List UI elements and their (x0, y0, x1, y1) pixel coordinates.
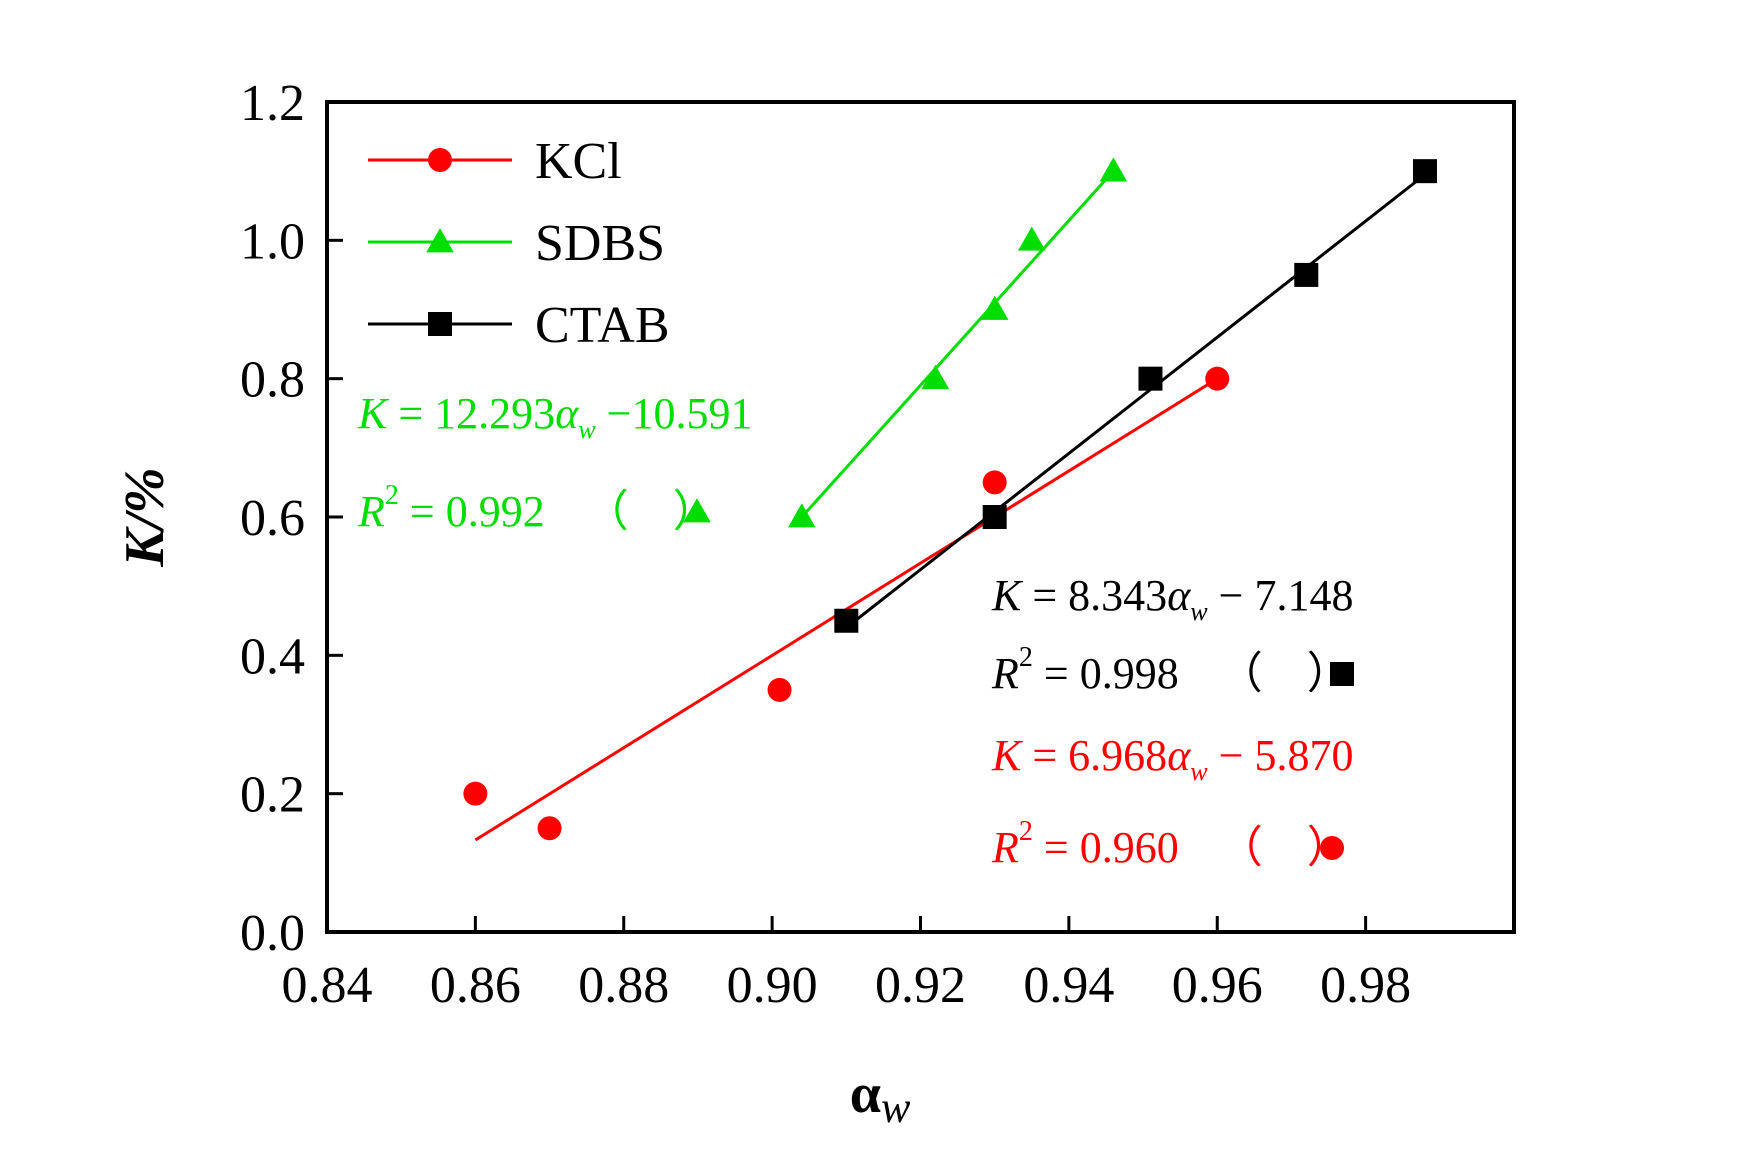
y-tick-label: 1.0 (240, 213, 305, 270)
legend-label-ctab: CTAB (535, 297, 670, 354)
legend-marker-kcl (428, 148, 452, 172)
ctab-data-point (834, 608, 859, 633)
x-tick-label: 0.86 (430, 957, 521, 1014)
sdbs-data-point (1017, 226, 1046, 251)
legend: KCl SDBS CTAB (368, 133, 670, 354)
y-tick-label: 0.4 (240, 628, 305, 685)
kcl-data-point (537, 816, 562, 841)
x-tick-label: 0.92 (875, 957, 966, 1014)
x-tick-label: 0.88 (578, 957, 669, 1014)
kcl-data-point (463, 781, 488, 806)
x-tick-label: 0.90 (727, 957, 818, 1014)
r-squared-sdbs: R2 = 0.992（ ） (357, 480, 717, 536)
legend-label-sdbs: SDBS (535, 215, 665, 272)
kcl-data-point (982, 470, 1007, 495)
r-squared-marker-sdbs (683, 498, 711, 523)
x-tick-label: 0.94 (1023, 957, 1114, 1014)
sdbs-data-point (1099, 157, 1128, 182)
equation-kcl: K = 6.968αw − 5.870 (991, 731, 1353, 786)
x-tick-label: 0.84 (282, 957, 373, 1014)
equation-annotations: K = 12.293αw −10.591 R2 = 0.992（ ） K = 8.3… (357, 389, 1354, 872)
ctab-data-point (1138, 366, 1163, 391)
kcl-data-point (1205, 366, 1230, 391)
sdbs-data-point (921, 364, 950, 390)
y-axis-title: K/% (114, 467, 176, 568)
x-axis-title-sub: w (881, 1083, 911, 1132)
y-tick-label: 0.6 (240, 490, 305, 547)
y-tick-label: 0.2 (240, 767, 305, 824)
y-tick-label: 1.2 (240, 75, 305, 132)
ctab-data-point (982, 505, 1007, 529)
ctab-data-point (1412, 159, 1437, 184)
sdbs-fit-line (800, 170, 1115, 519)
x-axis: 0.84 0.86 0.88 0.90 0.92 0.94 0.96 0.98 (282, 916, 1411, 1014)
equation-sdbs: K = 12.293αw −10.591 (357, 389, 752, 444)
r-squared-kcl: R2 = 0.960（ ） (991, 816, 1351, 872)
y-axis: 0.0 0.2 0.4 0.6 0.8 1.0 1.2 (240, 75, 343, 962)
x-tick-label: 0.96 (1172, 957, 1263, 1014)
kcl-data-point (767, 677, 792, 702)
ctab-fit-line (845, 173, 1426, 629)
equation-ctab: K = 8.343αw − 7.148 (991, 571, 1353, 626)
x-axis-title-alpha: α (850, 1063, 881, 1125)
sdbs-data-point (788, 503, 816, 528)
legend-marker-ctab (428, 312, 452, 336)
r-squared-marker-ctab (1330, 662, 1354, 686)
x-axis-title: αw (850, 1063, 911, 1132)
y-tick-label: 0.8 (240, 352, 305, 409)
data-points (463, 157, 1437, 841)
legend-marker-sdbs (426, 228, 454, 253)
r-squared-marker-kcl (1320, 836, 1344, 860)
legend-label-kcl: KCl (535, 133, 622, 190)
r-squared-ctab: R2 = 0.998 （ ） (991, 642, 1351, 698)
y-tick-label: 0.0 (240, 905, 305, 962)
x-tick-label: 0.98 (1320, 957, 1411, 1014)
ctab-data-point (1294, 262, 1319, 287)
sdbs-data-point (980, 295, 1009, 320)
